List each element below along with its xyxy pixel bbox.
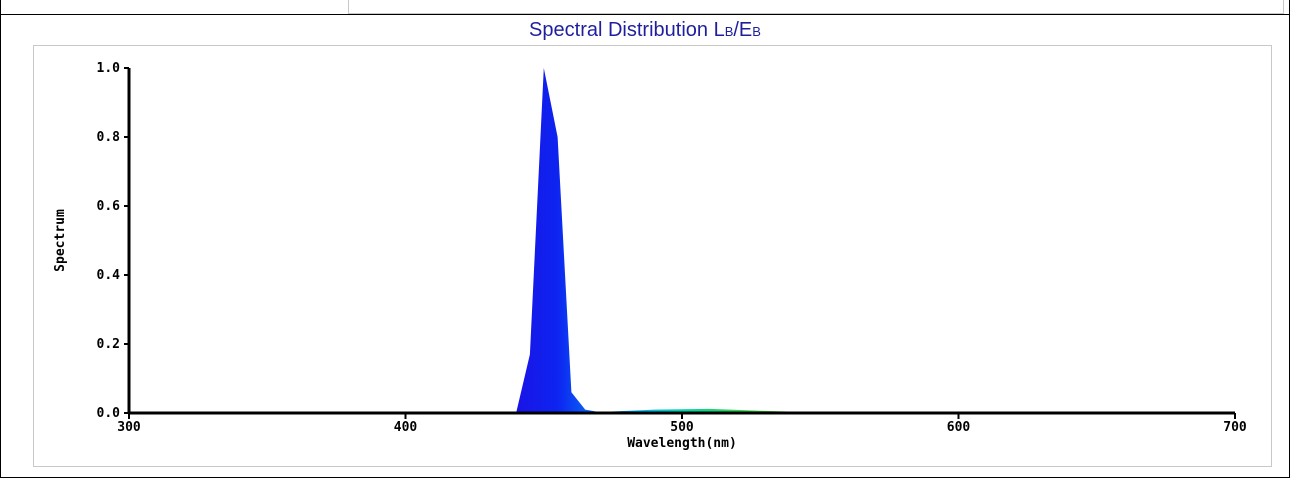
title-main: Spectral Distribution L [529, 19, 725, 41]
title-sub2: B [752, 24, 761, 39]
plot-area [516, 68, 876, 413]
y-tick-label: 0.2 [97, 337, 120, 352]
title-sub1: B [724, 24, 734, 39]
chart-panel: 300 400 500 600 700 0.0 0.2 0.4 0.6 0.8 1.0 Wavel… [33, 45, 1272, 467]
title-mid: /E [733, 19, 753, 41]
frame-top-divider [0, 14, 1290, 15]
x-axis-label: Wavelength(nm) [627, 436, 737, 451]
y-tick-label: 0.8 [97, 130, 121, 145]
y-axis-label: Spectrum [53, 209, 68, 272]
x-tick-label: 400 [394, 420, 418, 435]
frame-left-border [0, 0, 1, 478]
top-strip [348, 0, 1284, 14]
x-tick-label: 700 [1223, 420, 1247, 435]
x-tick-label: 600 [947, 420, 971, 435]
x-tick-label: 300 [117, 420, 141, 435]
y-tick-label: 1.0 [97, 61, 121, 76]
y-tick-label: 0.4 [97, 268, 121, 283]
spectrum-area [516, 68, 876, 413]
y-ticks: 0.0 0.2 0.4 0.6 0.8 1.0 [97, 61, 129, 421]
axes [127, 68, 1235, 415]
x-ticks: 300 400 500 600 700 [117, 413, 1247, 435]
y-tick-label: 0.6 [97, 199, 121, 214]
x-tick-label: 500 [670, 420, 694, 435]
chart-title: Spectral Distribution LB/EB [0, 18, 1290, 44]
y-tick-label: 0.0 [97, 406, 121, 421]
chart-svg: 300 400 500 600 700 0.0 0.2 0.4 0.6 0.8 1.0 Wavel… [53, 61, 1247, 451]
